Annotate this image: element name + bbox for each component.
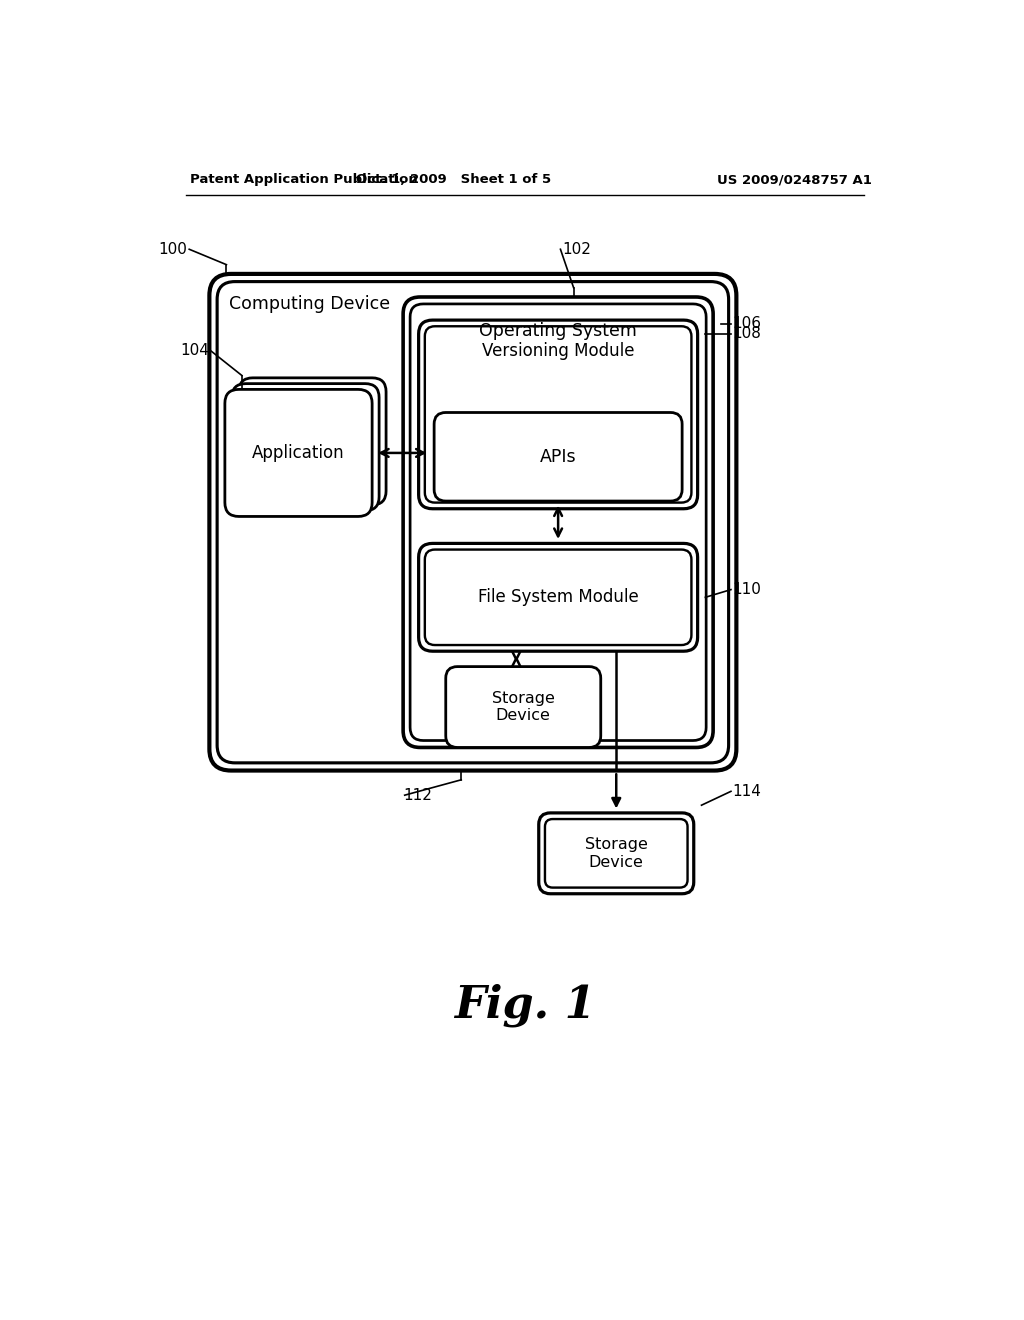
- FancyBboxPatch shape: [419, 544, 697, 651]
- Text: File System Module: File System Module: [478, 589, 639, 606]
- Text: 100: 100: [159, 242, 187, 257]
- Text: US 2009/0248757 A1: US 2009/0248757 A1: [717, 173, 872, 186]
- Text: APIs: APIs: [540, 447, 577, 466]
- FancyBboxPatch shape: [445, 667, 601, 747]
- FancyBboxPatch shape: [225, 389, 372, 516]
- FancyBboxPatch shape: [539, 813, 693, 894]
- Text: Versioning Module: Versioning Module: [482, 342, 635, 359]
- FancyBboxPatch shape: [425, 549, 691, 645]
- Text: Storage
Device: Storage Device: [585, 837, 648, 870]
- FancyBboxPatch shape: [419, 321, 697, 508]
- Text: 104: 104: [180, 343, 209, 359]
- FancyBboxPatch shape: [410, 304, 707, 741]
- Text: Operating System: Operating System: [479, 322, 637, 339]
- Text: 110: 110: [732, 582, 762, 597]
- FancyBboxPatch shape: [403, 297, 713, 747]
- FancyBboxPatch shape: [231, 384, 379, 511]
- Text: 114: 114: [732, 784, 762, 799]
- FancyBboxPatch shape: [239, 378, 386, 506]
- FancyBboxPatch shape: [217, 281, 729, 763]
- Text: Oct. 1, 2009   Sheet 1 of 5: Oct. 1, 2009 Sheet 1 of 5: [356, 173, 551, 186]
- Text: 106: 106: [732, 317, 762, 331]
- Text: Application: Application: [252, 444, 345, 462]
- Text: Patent Application Publication: Patent Application Publication: [190, 173, 418, 186]
- Text: Fig. 1: Fig. 1: [454, 983, 596, 1027]
- FancyBboxPatch shape: [434, 413, 682, 502]
- Text: 102: 102: [562, 242, 591, 257]
- Text: 108: 108: [732, 326, 762, 342]
- FancyBboxPatch shape: [545, 818, 687, 887]
- Text: Computing Device: Computing Device: [228, 296, 390, 313]
- Text: 112: 112: [403, 788, 432, 803]
- FancyBboxPatch shape: [209, 275, 736, 771]
- Text: Storage
Device: Storage Device: [492, 690, 555, 723]
- FancyBboxPatch shape: [425, 326, 691, 503]
